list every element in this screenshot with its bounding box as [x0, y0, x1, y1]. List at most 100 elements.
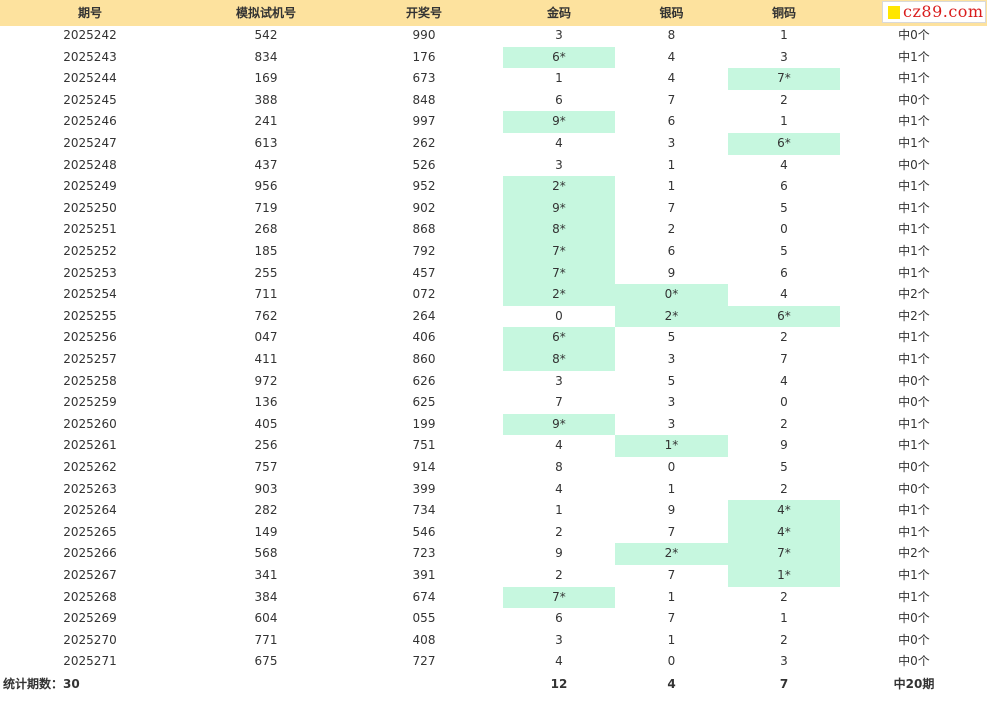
- cell-period: 2025261: [63, 438, 117, 453]
- table-row: 2025259 136 625 7 3 0 中0个: [0, 392, 987, 414]
- cell-draw-number: 674: [412, 589, 436, 604]
- cell-period: 2025268: [63, 589, 117, 604]
- site-logo[interactable]: cz89.com: [882, 1, 986, 23]
- table-row: 2025255 762 264 0 2* 6* 中2个: [0, 305, 987, 328]
- cell-draw-number: 952: [412, 179, 436, 194]
- cell-gold: 8: [555, 460, 563, 474]
- cell-period: 2025242: [63, 28, 117, 42]
- cell-draw-number: 734: [412, 503, 436, 518]
- table-row: 2025250 719 902 9* 7 5 中1个: [0, 197, 987, 220]
- header-bronze: 铜码: [771, 6, 796, 20]
- cell-bronze: 3: [780, 654, 788, 669]
- cell-result: 中1个: [898, 222, 930, 237]
- cell-period: 2025250: [63, 200, 117, 215]
- cell-silver: 1: [667, 589, 676, 604]
- cell-silver: 2*: [615, 305, 728, 328]
- cell-bronze: 6*: [728, 133, 840, 155]
- cell-result: 中1个: [898, 416, 930, 431]
- cell-period: 2025256: [63, 330, 117, 345]
- cell-draw-number: 990: [412, 28, 436, 42]
- cell-result: 中0个: [898, 157, 930, 172]
- cell-period: 2025243: [63, 49, 117, 64]
- header-sim-number: 模拟试机号: [235, 6, 296, 20]
- cell-silver: 5: [667, 373, 676, 388]
- cell-gold: 7*: [503, 262, 615, 285]
- cell-draw-number: 406: [412, 330, 436, 345]
- cell-draw-number: 072: [412, 287, 436, 302]
- cell-silver: 6: [667, 114, 676, 129]
- cell-sim-number: 568: [254, 546, 278, 561]
- table-header: 期号 模拟试机号 开奖号 金码 银码 铜码 cz89.com: [0, 0, 987, 26]
- cell-sim-number: 185: [254, 244, 278, 258]
- cell-silver: 4: [667, 71, 676, 86]
- cell-sim-number: 762: [254, 308, 278, 323]
- cell-result: 中0个: [898, 28, 930, 42]
- cell-sim-number: 757: [254, 460, 278, 474]
- cell-silver: 3: [667, 352, 676, 366]
- table-row: 2025252 185 792 7* 6 5 中1个: [0, 241, 987, 263]
- cell-gold: 1: [555, 71, 563, 86]
- cell-gold: 6*: [503, 46, 615, 69]
- table-row: 2025244 169 673 1 4 7* 中1个: [0, 68, 987, 90]
- cell-draw-number: 727: [412, 654, 436, 669]
- header-period: 期号: [77, 6, 102, 20]
- header-silver: 银码: [659, 6, 684, 20]
- table-row: 2025247 613 262 4 3 6* 中1个: [0, 133, 987, 155]
- cell-period: 2025262: [63, 460, 117, 474]
- cell-result: 中1个: [898, 352, 930, 366]
- cell-bronze: 2: [780, 416, 788, 431]
- cell-silver: 4: [667, 49, 676, 64]
- cell-bronze: 5: [780, 200, 788, 215]
- cell-draw-number: 997: [412, 114, 436, 129]
- cell-sim-number: 437: [254, 157, 278, 172]
- cell-silver: 8: [667, 28, 676, 42]
- cell-period: 2025249: [63, 179, 117, 194]
- table-footer: 统计期数：30 12 4 7 中20期: [0, 673, 987, 695]
- cell-draw-number: 868: [412, 222, 436, 237]
- cell-gold: 4: [555, 438, 563, 453]
- cell-gold: 6: [555, 611, 563, 626]
- cell-period: 2025266: [63, 546, 117, 561]
- cell-gold: 9*: [503, 111, 615, 133]
- cell-silver: 7: [667, 524, 676, 539]
- cell-result: 中1个: [898, 71, 930, 86]
- cell-draw-number: 792: [412, 244, 436, 258]
- cell-period: 2025259: [63, 395, 117, 410]
- cell-bronze: 0: [780, 395, 788, 410]
- cell-draw-number: 914: [412, 460, 436, 474]
- cell-sim-number: 282: [254, 503, 278, 518]
- cell-bronze: 1: [780, 114, 788, 129]
- cell-silver: 1: [667, 157, 676, 172]
- cell-bronze: 6: [780, 265, 788, 280]
- cell-draw-number: 199: [412, 416, 436, 431]
- cell-gold: 7*: [503, 241, 615, 263]
- cell-gold: 4: [555, 481, 563, 496]
- table-row: 2025270 771 408 3 1 2 中0个: [0, 630, 987, 652]
- table-row: 2025263 903 399 4 1 2 中0个: [0, 479, 987, 501]
- cell-sim-number: 256: [254, 438, 278, 453]
- cell-gold: 8*: [503, 219, 615, 241]
- table-row: 2025245 388 848 6 7 2 中0个: [0, 90, 987, 112]
- table-row: 2025257 411 860 8* 3 7 中1个: [0, 349, 987, 371]
- cell-period: 2025247: [63, 136, 117, 150]
- cell-bronze: 1: [780, 611, 788, 626]
- cell-silver: 5: [667, 330, 676, 345]
- cell-result: 中1个: [898, 568, 930, 582]
- table-row: 2025264 282 734 1 9 4* 中1个: [0, 500, 987, 522]
- cell-period: 2025265: [63, 524, 117, 539]
- cell-result: 中0个: [898, 654, 930, 669]
- cell-sim-number: 719: [254, 200, 278, 215]
- table-row: 2025256 047 406 6* 5 2 中1个: [0, 327, 987, 349]
- cell-period: 2025245: [63, 92, 117, 107]
- cell-draw-number: 860: [412, 352, 436, 366]
- cell-gold: 6: [555, 92, 563, 107]
- cell-silver: 9: [667, 265, 676, 280]
- table-row: 2025271 675 727 4 0 3 中0个: [0, 651, 987, 673]
- cell-period: 2025253: [63, 265, 117, 280]
- cell-draw-number: 262: [412, 136, 436, 150]
- cell-bronze: 6*: [728, 305, 840, 328]
- cell-period: 2025270: [63, 632, 117, 647]
- cell-result: 中1个: [898, 438, 930, 453]
- cell-bronze: 2: [780, 92, 788, 107]
- cell-gold: 3: [555, 157, 563, 172]
